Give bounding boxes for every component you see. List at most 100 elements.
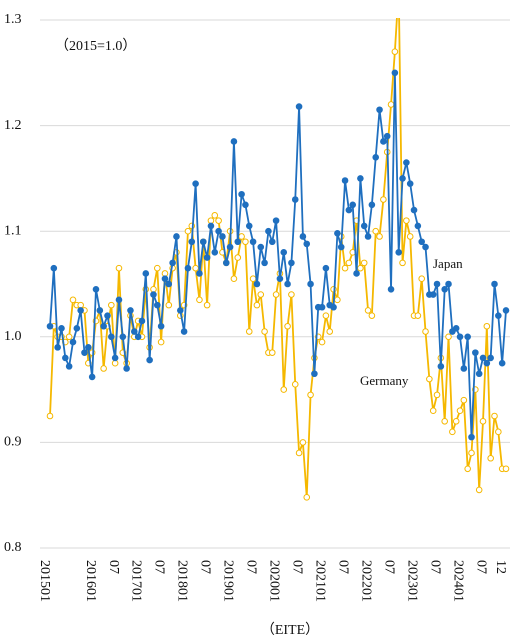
data-point	[341, 264, 349, 272]
data-point	[196, 296, 203, 304]
x-tick-label: 07	[336, 560, 351, 574]
data-point	[307, 391, 314, 399]
series-label: Germany	[360, 373, 409, 388]
data-point	[280, 386, 288, 393]
data-point	[111, 359, 119, 367]
data-point	[77, 307, 84, 314]
x-tick-label: 07	[428, 560, 443, 574]
data-point	[115, 296, 123, 304]
data-point	[46, 412, 54, 420]
data-point	[157, 338, 165, 346]
y-tick-label: 0.8	[4, 540, 22, 555]
x-tick-label: 07	[382, 560, 397, 574]
data-point	[65, 333, 73, 341]
data-point	[203, 301, 211, 309]
data-point	[100, 322, 107, 330]
data-point	[368, 201, 376, 209]
data-point	[376, 106, 383, 114]
data-point	[127, 307, 134, 314]
data-point	[475, 370, 483, 378]
data-point	[426, 375, 433, 383]
data-point	[383, 132, 391, 140]
data-point	[196, 270, 203, 277]
data-point	[410, 206, 418, 214]
data-point	[487, 354, 494, 362]
data-point	[445, 333, 452, 341]
data-point	[380, 138, 387, 145]
data-point	[73, 325, 81, 332]
data-point	[357, 264, 364, 272]
data-point	[495, 428, 502, 436]
data-point	[81, 349, 88, 356]
data-point	[326, 328, 334, 335]
y-tick-label: 1.0	[4, 329, 22, 344]
data-point	[299, 439, 307, 446]
data-point	[303, 494, 311, 501]
data-point	[349, 201, 357, 209]
data-point	[475, 486, 483, 494]
data-point	[62, 354, 69, 362]
data-point	[468, 433, 475, 441]
data-point	[46, 322, 54, 330]
data-point	[54, 344, 61, 351]
data-point	[437, 363, 445, 370]
subtitle: （2015=1.0）	[55, 38, 136, 54]
data-point	[119, 333, 127, 341]
data-point	[150, 285, 157, 293]
data-point	[307, 280, 314, 288]
data-point	[380, 196, 387, 203]
data-point	[498, 359, 506, 367]
data-point	[464, 333, 471, 341]
x-tick-label: 201601	[83, 560, 98, 602]
series-label: Japan	[433, 256, 463, 271]
y-tick-label: 1.1	[4, 223, 22, 238]
data-point	[280, 249, 288, 256]
data-point	[479, 354, 487, 362]
x-tick-label: 12	[493, 560, 508, 574]
y-tick-label: 1.2	[4, 118, 22, 133]
data-point	[268, 349, 276, 356]
data-point	[391, 69, 399, 77]
data-point	[483, 359, 491, 367]
data-point	[353, 270, 360, 277]
data-point	[429, 291, 437, 298]
data-point	[364, 233, 372, 240]
data-point	[207, 217, 215, 224]
data-point	[495, 312, 502, 319]
data-point	[418, 275, 425, 283]
data-point	[138, 317, 146, 325]
data-point	[502, 307, 510, 314]
data-point	[433, 391, 441, 399]
data-point	[341, 177, 349, 184]
data-point	[261, 328, 268, 335]
data-point	[157, 322, 165, 330]
data-point	[334, 230, 341, 237]
data-point	[372, 227, 380, 235]
data-point	[502, 465, 510, 473]
data-point	[460, 396, 468, 404]
data-point	[403, 217, 410, 224]
data-point	[322, 312, 330, 319]
data-point	[483, 322, 491, 330]
data-point	[334, 296, 341, 304]
data-point	[211, 212, 219, 219]
data-point	[211, 249, 219, 256]
x-tick-label: 07	[106, 560, 121, 574]
x-tick-label: 201701	[129, 560, 144, 602]
data-point	[234, 238, 242, 246]
data-point	[203, 254, 211, 261]
data-point	[257, 291, 265, 298]
data-point	[134, 333, 142, 341]
data-point	[406, 180, 414, 187]
data-point	[115, 264, 123, 272]
plot-area	[46, 18, 510, 501]
data-point	[85, 344, 92, 351]
data-point	[372, 153, 380, 161]
data-point	[299, 233, 307, 240]
data-point	[192, 180, 199, 187]
data-point	[69, 338, 77, 346]
data-point	[291, 196, 299, 203]
data-point	[456, 407, 464, 415]
data-point	[226, 243, 234, 251]
data-point	[153, 264, 161, 272]
